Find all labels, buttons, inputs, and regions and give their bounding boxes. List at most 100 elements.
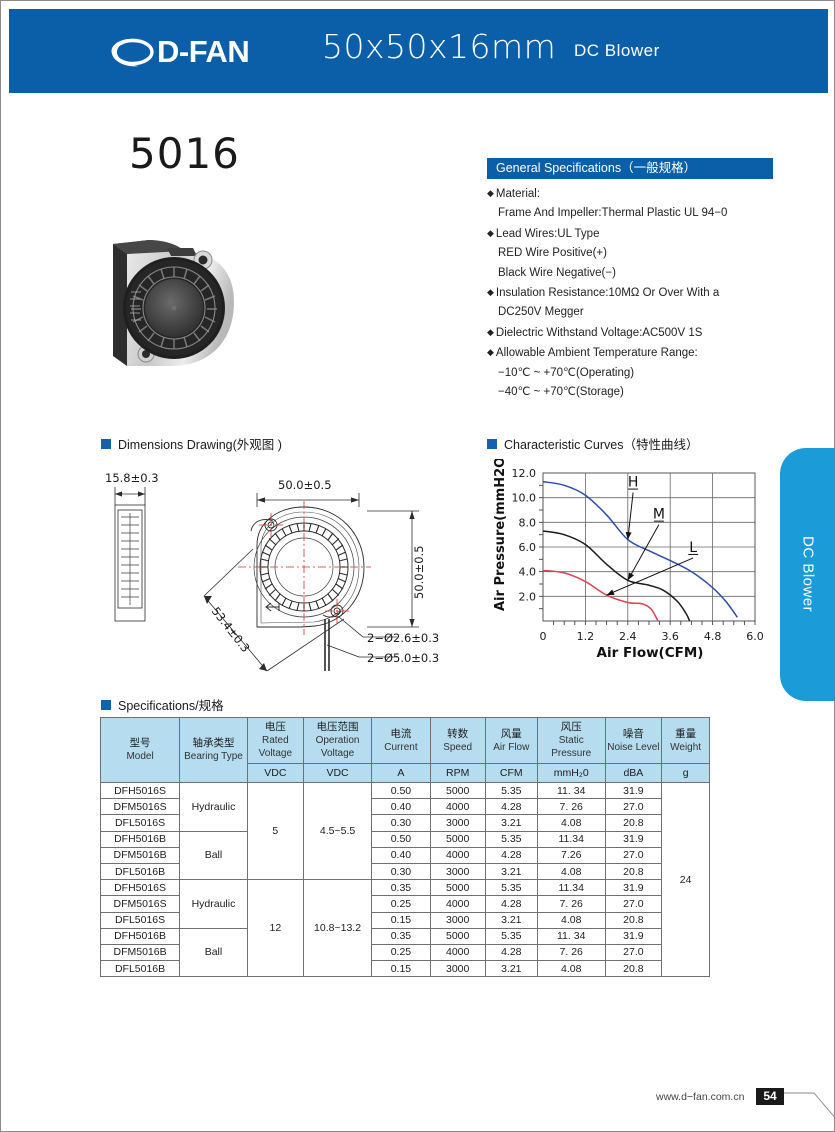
cell-model: DFM5016S bbox=[99, 798, 181, 816]
cell-static-pressure: 7. 26 bbox=[536, 798, 606, 816]
col-unit-spd: RPM bbox=[429, 763, 486, 783]
col-header-cur: 电流 Current bbox=[371, 717, 431, 764]
general-spec-item: −10℃ ~ +70℃(Operating) bbox=[487, 364, 787, 383]
cell-speed: 3000 bbox=[429, 862, 486, 881]
dim-thickness-label: 15.8±0.3 bbox=[105, 471, 159, 485]
cell-speed: 4000 bbox=[429, 798, 486, 816]
cell-bearing-type: Ball bbox=[179, 927, 248, 978]
cell-noise-level: 27.0 bbox=[604, 943, 663, 962]
diamond-bullet-icon: ◆ bbox=[487, 188, 494, 198]
cell-current: 0.35 bbox=[371, 879, 431, 897]
table-row: DFM5016B 0.40 4000 4.28 7.26 27.0 bbox=[99, 846, 710, 864]
cell-noise-level: 31.9 bbox=[604, 781, 663, 800]
chart-ytick-label: 4.0 bbox=[519, 566, 537, 579]
diamond-bullet-icon: ◆ bbox=[487, 227, 494, 238]
col-header-cn: 型号 bbox=[129, 737, 151, 749]
footer-url[interactable]: www.d−fan.com.cn bbox=[656, 1091, 745, 1103]
cell-airflow: 4.28 bbox=[484, 846, 538, 864]
chart-series-label-h: H bbox=[628, 475, 639, 491]
characteristic-curves-chart: 0 1.2 2.4 3.6 4.8 6.0 2.0 4.0 6.0 8.0 10.0 12.0 HM… bbox=[493, 459, 764, 661]
cell-speed: 5000 bbox=[429, 781, 486, 800]
col-header-weight: 重量 Weight bbox=[661, 717, 710, 764]
general-spec-text: Lead Wires:UL Type bbox=[495, 227, 600, 240]
chart-xtick-label: 3.6 bbox=[661, 630, 679, 643]
col-header-cn: 重量 bbox=[675, 727, 697, 740]
general-spec-item: ◆ Dielectric Withstand Voltage:AC500V 1S bbox=[487, 323, 787, 343]
chart-ytick-label: 10.0 bbox=[512, 492, 537, 505]
general-spec-text: −10℃ ~ +70℃(Operating) bbox=[498, 366, 635, 379]
table-header-row-units: VDC VDC A RPM CFM mmH₂0 dBA g bbox=[101, 763, 710, 783]
product-photo bbox=[113, 240, 234, 366]
side-tab-dc-blower[interactable]: DC Blower bbox=[780, 448, 835, 701]
general-spec-item: ◆ Lead Wires:UL Type bbox=[487, 224, 787, 244]
general-spec-item: Black Wire Negative(−) bbox=[487, 264, 787, 283]
cell-noise-level: 31.9 bbox=[604, 879, 663, 897]
col-unit-cur: A bbox=[371, 763, 431, 783]
cell-noise-level: 27.0 bbox=[604, 895, 663, 913]
col-unit-weight: g bbox=[661, 763, 710, 783]
side-tab-label: DC Blower bbox=[799, 536, 817, 613]
cell-model: DFH5016B bbox=[99, 927, 181, 945]
dim-width-label: 50.0±0.5 bbox=[278, 478, 332, 492]
col-unit-pres: mmH₂0 bbox=[536, 763, 606, 783]
cell-noise-level: 20.8 bbox=[604, 911, 663, 929]
col-header-en: Rated Voltage bbox=[258, 735, 293, 759]
square-bullet-icon bbox=[487, 438, 497, 449]
cell-model: DFM5016B bbox=[99, 846, 181, 864]
brand-logo: D-FAN bbox=[109, 31, 250, 73]
cell-airflow: 4.28 bbox=[484, 943, 538, 962]
chart-curve-m bbox=[542, 530, 691, 622]
cell-noise-level: 20.8 bbox=[604, 862, 663, 881]
cell-static-pressure: 4.08 bbox=[536, 911, 606, 929]
cell-noise-level: 31.9 bbox=[604, 830, 663, 848]
diamond-bullet-icon: ◆ bbox=[487, 287, 494, 298]
cell-noise-level: 27.0 bbox=[604, 798, 663, 816]
cell-current: 0.40 bbox=[371, 798, 431, 816]
cell-noise-level: 20.8 bbox=[604, 960, 663, 978]
cell-rated-voltage: 12 bbox=[246, 879, 304, 978]
cell-bearing-type: Hydraulic bbox=[179, 879, 248, 929]
section-label: Specifications/规格 bbox=[118, 699, 224, 713]
diamond-bullet-icon: ◆ bbox=[487, 326, 494, 337]
col-header-en: Operation Voltage bbox=[315, 735, 360, 759]
chart-ytick-label: 8.0 bbox=[519, 516, 537, 529]
cell-speed: 3000 bbox=[429, 814, 486, 832]
chart-ylabel: Air Pressure(mmH2O) bbox=[493, 459, 508, 611]
cell-bearing-type: Ball bbox=[179, 830, 248, 881]
cell-current: 0.30 bbox=[371, 862, 431, 881]
table-row: DFH5016S Hydraulic 5 4.5~5.5 0.50 5000 5.35 11.… bbox=[99, 781, 710, 978]
table-row: DFL5016B 0.15 3000 3.21 4.08 20.8 bbox=[99, 960, 710, 978]
general-specs-title: General Specifications（一般规格） bbox=[487, 158, 773, 179]
cell-static-pressure: 7. 26 bbox=[536, 943, 606, 962]
col-header-spd: 转数 Speed bbox=[429, 717, 486, 764]
cell-speed: 5000 bbox=[429, 879, 486, 897]
general-spec-text: Black Wire Negative(−) bbox=[498, 266, 616, 279]
col-header-model: 型号 Model bbox=[99, 717, 181, 783]
hole-large-label: 2−Ø5.0±0.3 bbox=[367, 651, 439, 665]
cell-operation-voltage: 10.8~13.2 bbox=[302, 879, 373, 978]
col-unit-noise: dBA bbox=[604, 763, 663, 783]
cell-current: 0.50 bbox=[371, 830, 431, 848]
cell-airflow: 5.35 bbox=[484, 927, 538, 945]
cell-speed: 4000 bbox=[429, 846, 486, 864]
cell-model: DFH5016S bbox=[99, 879, 181, 897]
col-header-volt: 电压 Rated Voltage bbox=[246, 717, 304, 764]
cell-weight: 24 bbox=[661, 781, 710, 978]
cell-current: 0.15 bbox=[371, 911, 431, 929]
cell-airflow: 3.21 bbox=[484, 911, 538, 929]
general-spec-text: Frame And Impeller:Thermal Plastic UL 94… bbox=[498, 207, 728, 220]
dim-diagonal-label: 53.4±0.3 bbox=[209, 604, 253, 655]
cell-current: 0.35 bbox=[371, 927, 431, 945]
col-header-pres: 风压 Static Pressure bbox=[536, 717, 606, 764]
cell-airflow: 4.28 bbox=[484, 798, 538, 816]
table-row: DFH5016B Ball 0.35 5000 5.35 11. 34 31.9 bbox=[99, 927, 710, 978]
product-size: 50x50x16mm bbox=[322, 27, 557, 66]
cell-model: DFL5016S bbox=[99, 911, 181, 929]
chart-ytick-label: 12.0 bbox=[512, 467, 537, 480]
cell-speed: 5000 bbox=[429, 927, 486, 945]
table-row: DFL5016S 0.30 3000 3.21 4.08 20.8 bbox=[99, 814, 710, 832]
chart-series-label-m: M bbox=[653, 507, 665, 523]
cell-airflow: 3.21 bbox=[484, 960, 538, 978]
cell-model: DFH5016S bbox=[99, 781, 181, 800]
cell-model: DFH5016B bbox=[99, 830, 181, 848]
